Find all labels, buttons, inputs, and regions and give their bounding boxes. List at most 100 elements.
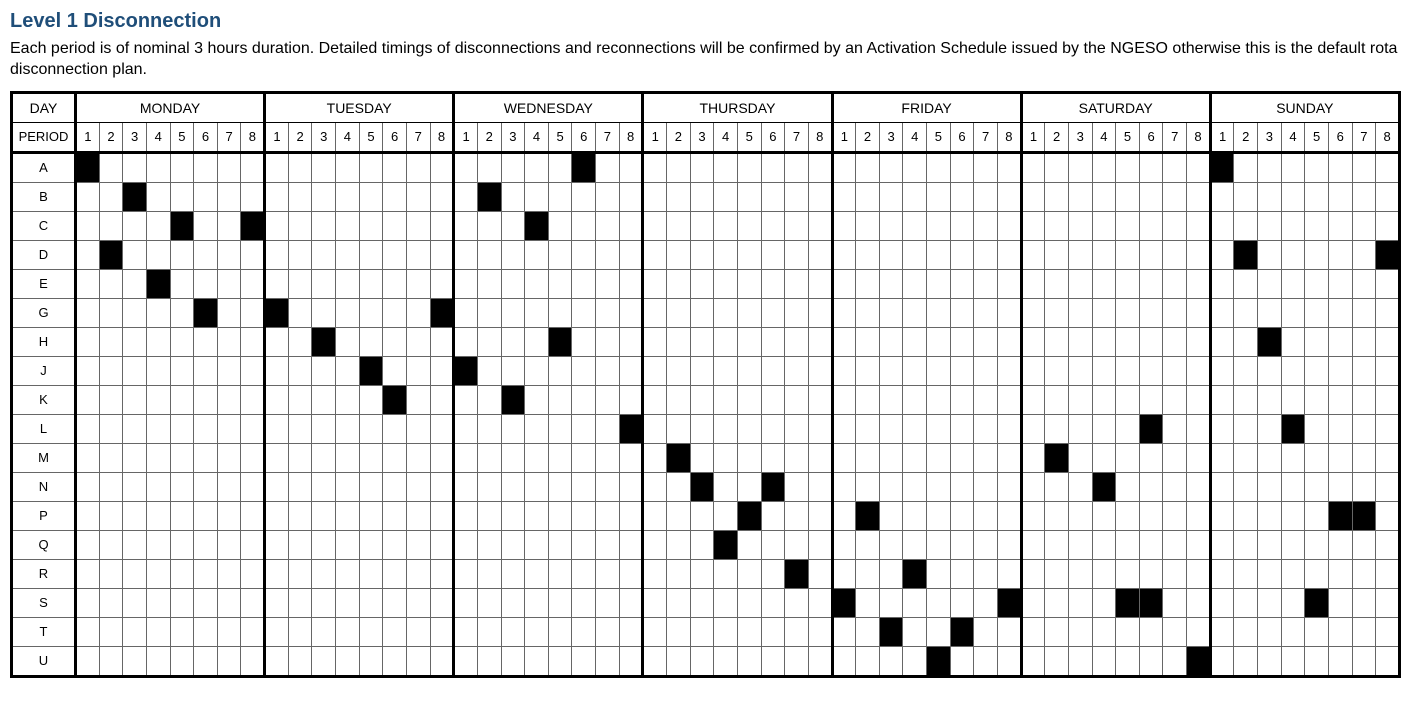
- grid-cell: [217, 385, 241, 414]
- period-header: 7: [785, 122, 809, 152]
- table-row: E: [12, 269, 1400, 298]
- period-header: 7: [974, 122, 998, 152]
- grid-cell: [1139, 617, 1163, 646]
- grid-cell: [265, 443, 289, 472]
- grid-cell: [123, 152, 147, 182]
- grid-cell: [761, 414, 785, 443]
- grid-cell: [808, 501, 832, 530]
- table-row: A: [12, 152, 1400, 182]
- grid-cell: [832, 269, 856, 298]
- row-label: G: [12, 298, 76, 327]
- grid-cell: [737, 356, 761, 385]
- grid-cell: [241, 559, 265, 588]
- grid-cell: [406, 530, 430, 559]
- table-row: L: [12, 414, 1400, 443]
- grid-cell: [572, 269, 596, 298]
- grid-cell: [1092, 182, 1116, 211]
- grid-cell: [856, 559, 880, 588]
- grid-cell: [1163, 472, 1187, 501]
- grid-cell: [1092, 152, 1116, 182]
- grid-cell: [241, 385, 265, 414]
- period-header: 7: [1352, 122, 1376, 152]
- grid-cell: [1021, 385, 1045, 414]
- grid-cell: [879, 472, 903, 501]
- grid-cell: [430, 356, 454, 385]
- period-header: 3: [501, 122, 525, 152]
- grid-cell: [194, 356, 218, 385]
- grid-cell: [997, 152, 1021, 182]
- grid-cell: [1116, 617, 1140, 646]
- grid-cell: [856, 356, 880, 385]
- grid-cell: [737, 443, 761, 472]
- grid-cell: [1163, 298, 1187, 327]
- grid-cell: [832, 211, 856, 240]
- grid-cell: [832, 559, 856, 588]
- grid-cell: [596, 617, 620, 646]
- grid-cell: [619, 298, 643, 327]
- grid-cell: [406, 182, 430, 211]
- grid-cell: [997, 240, 1021, 269]
- table-row: J: [12, 356, 1400, 385]
- grid-cell: [312, 646, 336, 676]
- grid-cell: [1068, 443, 1092, 472]
- grid-cell: [1187, 588, 1211, 617]
- grid-cell: [1068, 472, 1092, 501]
- grid-cell: [1116, 152, 1140, 182]
- grid-cell: [217, 530, 241, 559]
- grid-cell: [1281, 414, 1305, 443]
- grid-cell: [1139, 414, 1163, 443]
- grid-cell: [619, 211, 643, 240]
- grid-cell: [336, 356, 360, 385]
- grid-cell: [572, 646, 596, 676]
- grid-cell: [76, 472, 100, 501]
- grid-cell: [477, 646, 501, 676]
- grid-cell: [525, 559, 549, 588]
- grid-cell: [1116, 559, 1140, 588]
- grid-cell: [312, 588, 336, 617]
- grid-cell: [99, 298, 123, 327]
- grid-cell: [217, 646, 241, 676]
- grid-cell: [1139, 530, 1163, 559]
- grid-cell: [808, 646, 832, 676]
- grid-cell: [430, 501, 454, 530]
- grid-cell: [76, 298, 100, 327]
- grid-cell: [950, 559, 974, 588]
- grid-cell: [619, 443, 643, 472]
- period-header: 2: [667, 122, 691, 152]
- grid-cell: [359, 298, 383, 327]
- grid-cell: [454, 356, 478, 385]
- grid-cell: [903, 414, 927, 443]
- grid-cell: [690, 327, 714, 356]
- grid-cell: [572, 559, 596, 588]
- grid-cell: [76, 443, 100, 472]
- grid-cell: [643, 414, 667, 443]
- grid-cell: [1234, 646, 1258, 676]
- grid-cell: [477, 182, 501, 211]
- grid-cell: [785, 617, 809, 646]
- grid-cell: [1305, 472, 1329, 501]
- grid-cell: [737, 240, 761, 269]
- grid-cell: [1352, 240, 1376, 269]
- grid-cell: [123, 356, 147, 385]
- period-header: 5: [927, 122, 951, 152]
- grid-cell: [217, 617, 241, 646]
- grid-cell: [832, 356, 856, 385]
- grid-cell: [714, 559, 738, 588]
- grid-cell: [785, 501, 809, 530]
- grid-cell: [146, 211, 170, 240]
- grid-cell: [548, 443, 572, 472]
- grid-cell: [927, 414, 951, 443]
- grid-cell: [1187, 559, 1211, 588]
- grid-cell: [1116, 588, 1140, 617]
- grid-cell: [643, 356, 667, 385]
- grid-cell: [288, 443, 312, 472]
- grid-cell: [241, 152, 265, 182]
- grid-cell: [1021, 617, 1045, 646]
- grid-cell: [1234, 559, 1258, 588]
- grid-cell: [643, 269, 667, 298]
- grid-cell: [194, 617, 218, 646]
- grid-cell: [383, 211, 407, 240]
- grid-cell: [1234, 269, 1258, 298]
- grid-cell: [619, 414, 643, 443]
- grid-cell: [336, 443, 360, 472]
